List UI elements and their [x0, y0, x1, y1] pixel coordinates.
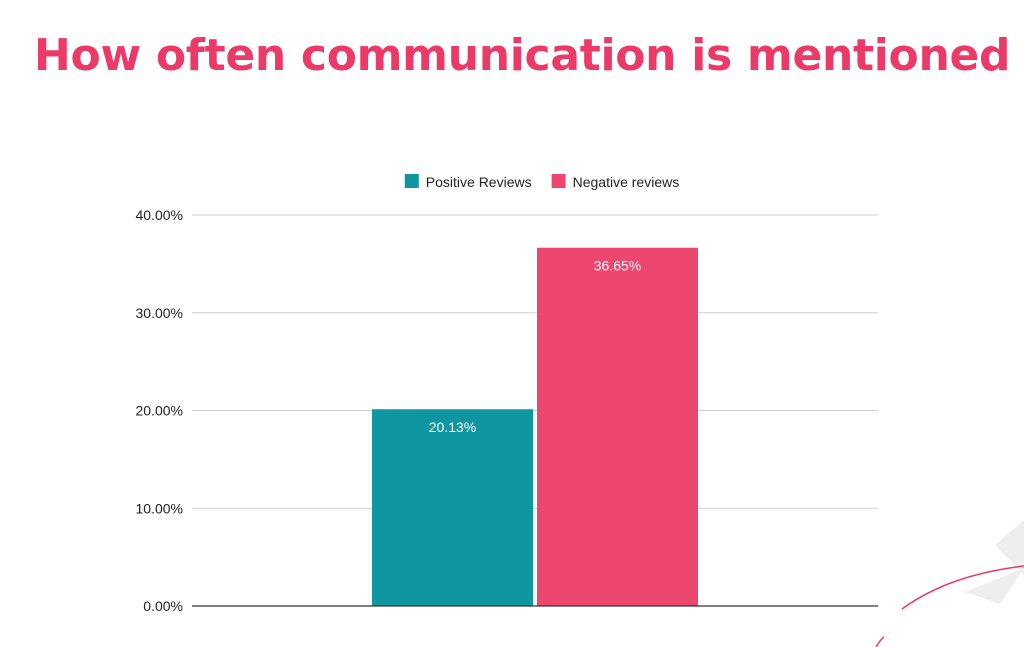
legend-item: Negative reviews	[551, 174, 680, 190]
decor-triangle-upper	[995, 520, 1024, 575]
corner-decoration	[875, 520, 1024, 647]
gridlines	[192, 214, 878, 509]
decor-curve-small	[875, 636, 885, 647]
legend-label: Positive Reviews	[426, 174, 532, 190]
y-axis-ticks: 0.00% 10.00% 20.00% 30.00% 40.00%	[136, 207, 183, 614]
y-tick-label: 20.00%	[136, 403, 183, 419]
y-tick-label: 40.00%	[136, 207, 183, 223]
decor-triangle-lower	[965, 568, 1024, 604]
y-tick-label: 30.00%	[136, 305, 183, 321]
bar	[537, 247, 698, 606]
slide-title: How often communication is mentioned	[34, 30, 1011, 81]
legend-item: Positive Reviews	[404, 174, 532, 190]
legend: Positive Reviews Negative reviews	[404, 174, 680, 190]
bars	[372, 247, 698, 606]
y-tick-label: 10.00%	[136, 500, 183, 516]
legend-swatch	[404, 174, 419, 188]
y-tick-label: 0.00%	[143, 598, 183, 614]
bar-value-label: 20.13%	[429, 419, 476, 435]
bar	[372, 409, 533, 606]
bar-value-label: 36.65%	[594, 258, 641, 274]
legend-swatch	[551, 174, 566, 188]
decor-curve	[901, 565, 1024, 610]
legend-label: Negative reviews	[573, 174, 680, 190]
data-labels: 20.13% 36.65%	[429, 258, 641, 435]
